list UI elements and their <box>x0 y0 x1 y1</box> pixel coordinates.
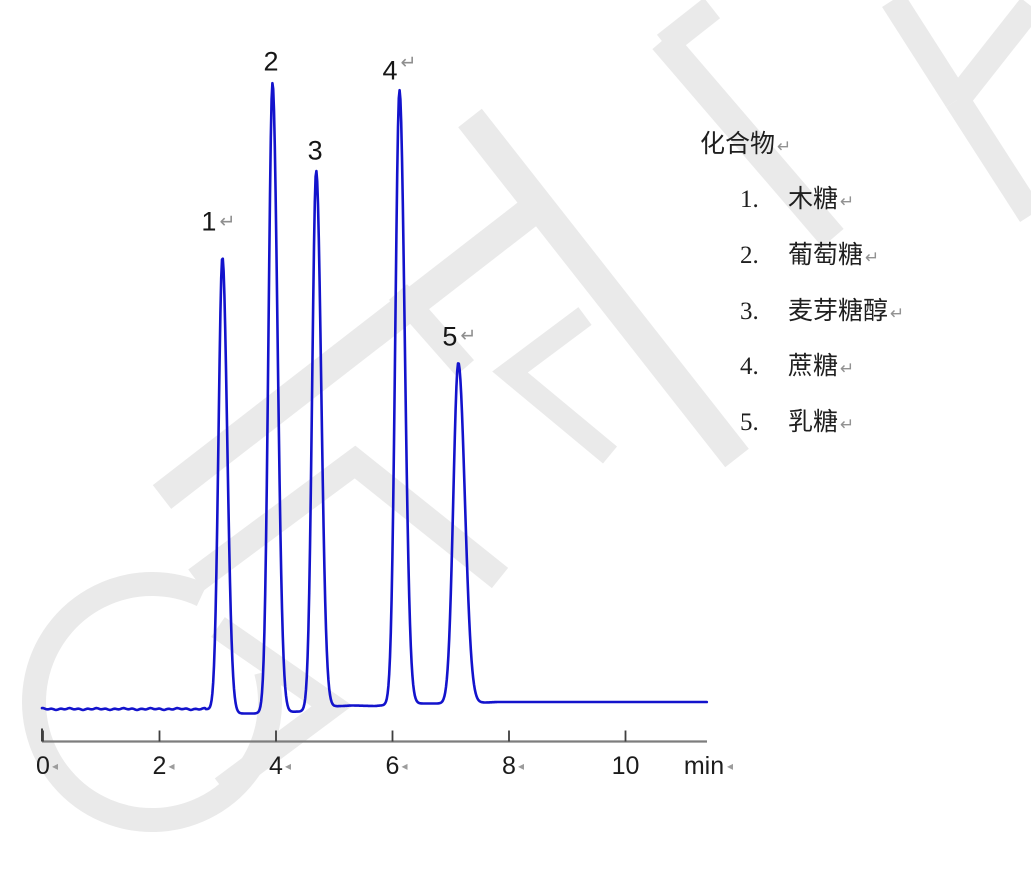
return-mark: ↵ <box>840 359 855 380</box>
legend-title: 化合物 ↵ <box>700 124 791 160</box>
peak-label-1: 1 ↵ <box>201 207 235 238</box>
formatting-tick-mark: ◂ <box>168 759 175 773</box>
peak-label-4: 4 ↵ <box>382 51 417 87</box>
return-mark: ↵ <box>460 324 477 347</box>
return-mark: ↵ <box>219 210 236 233</box>
formatting-tick-mark: ◂ <box>52 759 59 773</box>
x-tick-label-6: 6 <box>385 752 400 780</box>
watermark-stroke <box>946 92 1031 223</box>
legend-item-number: 2. <box>740 241 759 269</box>
watermark-stroke <box>652 30 844 248</box>
return-mark: ↵ <box>400 51 417 74</box>
peak-number: 1 <box>201 206 217 237</box>
return-mark: ↵ <box>840 192 855 212</box>
legend-item-number: 3. <box>740 297 759 325</box>
watermark-stroke <box>458 108 749 468</box>
x-tick-label-4: 4 <box>269 752 283 780</box>
x-axis <box>41 728 707 743</box>
formatting-tick-mark: ◂ <box>518 759 525 773</box>
legend-item-number: 4. <box>740 353 759 381</box>
watermark-chevron <box>211 617 353 798</box>
legend-item-name: 木糖 <box>788 186 839 213</box>
x-tick-label-0: 0 <box>36 752 50 780</box>
return-mark: ↵ <box>890 303 905 324</box>
peak-number: 5 <box>442 321 458 352</box>
chromatogram-trace <box>40 81 709 715</box>
legend-item-number: 1. <box>740 186 759 213</box>
legend-item-name: 葡萄糖 <box>788 241 864 269</box>
watermark-stroke <box>388 284 475 376</box>
peak-label-2: 2 <box>263 47 278 78</box>
x-tick-label-10: 10 <box>611 752 640 780</box>
legend-title-text: 化合物 <box>700 131 776 158</box>
x-axis-unit-label: min <box>683 752 725 780</box>
peak-label-5: 5 ↵ <box>442 321 476 352</box>
watermark-stroke <box>882 0 968 108</box>
formatting-tick-mark: ◂ <box>401 759 408 773</box>
legend-item-name: 麦芽糖醇 <box>788 297 889 325</box>
legend-item-5: 5. 乳糖 ↵ <box>740 402 854 438</box>
legend-item-1: 1. 木糖 ↵ <box>740 179 854 215</box>
peak-label-3: 3 <box>308 135 323 166</box>
return-mark: ↵ <box>777 137 792 157</box>
watermark-stroke <box>946 0 1031 109</box>
legend-item-name: 乳糖 <box>788 409 839 437</box>
peak-number: 4 <box>382 55 398 86</box>
peak-number: 2 <box>263 46 279 77</box>
legend-item-name: 蔗糖 <box>788 353 839 381</box>
x-tick-label-8: 8 <box>502 752 516 780</box>
formatting-tick-mark: ◂ <box>285 759 292 773</box>
return-mark: ↵ <box>840 415 855 436</box>
peak-number: 3 <box>307 135 323 166</box>
legend-item-4: 4. 蔗糖 ↵ <box>740 346 854 382</box>
formatting-tick-mark: ◂ <box>727 759 734 773</box>
legend-item-3: 3. 麦芽糖醇 ↵ <box>740 291 904 327</box>
legend-item-number: 5. <box>740 409 759 437</box>
x-tick-label-2: 2 <box>152 752 167 780</box>
return-mark: ↵ <box>865 247 880 268</box>
legend-item-2: 2. 葡萄糖 ↵ <box>740 235 879 271</box>
watermark-stroke <box>492 307 618 464</box>
